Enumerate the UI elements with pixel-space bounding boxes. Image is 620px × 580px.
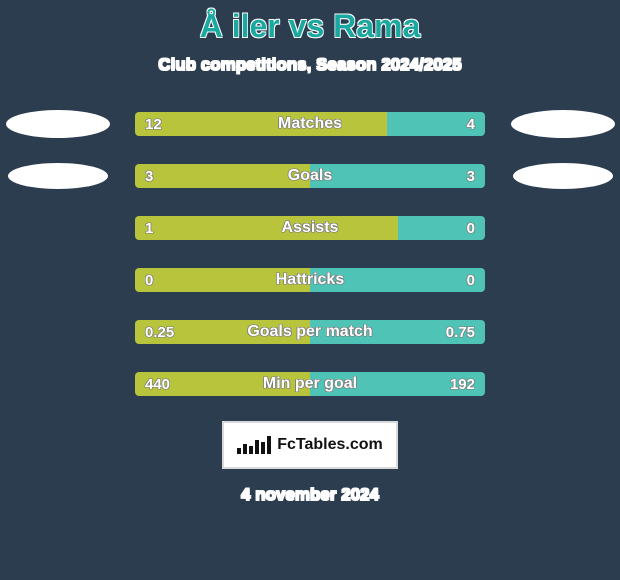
stat-bar: 0.250.75Goals per match [135,320,485,344]
bar-right: 0 [398,216,486,240]
right-value: 0 [457,272,485,289]
left-ellipse-icon [6,110,110,138]
bar-left: 0.25 [135,320,310,344]
bar-right: 0.75 [310,320,485,344]
subtitle: Club competitions, Season 2024/2025 [0,55,620,75]
left-side [0,317,115,347]
left-side [0,213,115,243]
right-side [505,213,620,243]
bar-right: 4 [387,112,485,136]
right-ellipse-icon [511,110,615,138]
stat-row: 124Matches [0,109,620,139]
date-label: 4 november 2024 [0,485,620,505]
logo-bars-icon [237,436,271,454]
right-side [505,109,620,139]
left-value: 3 [135,168,163,185]
stat-bar: 124Matches [135,112,485,136]
right-value: 4 [457,116,485,133]
right-side [505,317,620,347]
stat-row: 10Assists [0,213,620,243]
bar-left: 440 [135,372,310,396]
footer-logo-text: FcTables.com [277,436,383,454]
bar-right: 192 [310,372,485,396]
right-side [505,161,620,191]
left-value: 12 [135,116,172,133]
stat-bar: 00Hattricks [135,268,485,292]
left-side [0,161,115,191]
left-value: 1 [135,220,163,237]
bar-left: 12 [135,112,387,136]
left-ellipse-icon [8,163,108,189]
bar-right: 3 [310,164,485,188]
left-side [0,109,115,139]
bar-right: 0 [310,268,485,292]
stat-row: 33Goals [0,161,620,191]
left-value: 440 [135,376,180,393]
left-side [0,369,115,399]
right-side [505,265,620,295]
right-value: 0.75 [436,324,485,341]
stats-container: 124Matches33Goals10Assists00Hattricks0.2… [0,109,620,399]
footer-logo: FcTables.com [222,421,398,469]
right-value: 3 [457,168,485,185]
right-ellipse-icon [513,163,613,189]
stat-bar: 33Goals [135,164,485,188]
bar-left: 0 [135,268,310,292]
comparison-canvas: Å iler vs Rama Club competitions, Season… [0,0,620,580]
left-value: 0.25 [135,324,184,341]
stat-bar: 10Assists [135,216,485,240]
right-side [505,369,620,399]
left-side [0,265,115,295]
page-title: Å iler vs Rama [0,0,620,45]
right-value: 0 [457,220,485,237]
stat-bar: 440192Min per goal [135,372,485,396]
bar-left: 1 [135,216,398,240]
bar-left: 3 [135,164,310,188]
stat-row: 440192Min per goal [0,369,620,399]
right-value: 192 [440,376,485,393]
left-value: 0 [135,272,163,289]
stat-row: 00Hattricks [0,265,620,295]
stat-row: 0.250.75Goals per match [0,317,620,347]
